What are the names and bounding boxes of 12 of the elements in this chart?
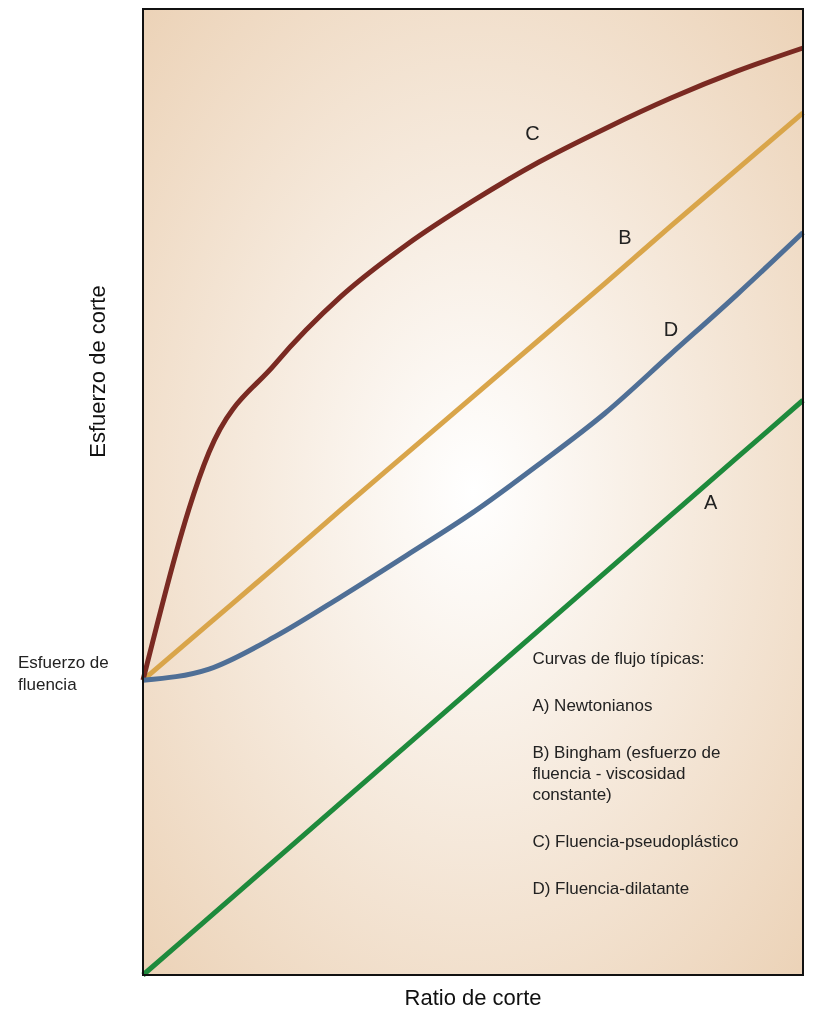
y-axis-title: Esfuerzo de corte xyxy=(85,285,110,458)
text: Esfuerzo de fluencia xyxy=(18,653,109,695)
series-label: C xyxy=(525,121,540,144)
annotation: D) Fluencia-dilatante xyxy=(532,878,690,898)
series-label: A xyxy=(703,490,718,513)
x-axis-title: Ratio de corte xyxy=(404,985,542,1010)
series-label: D xyxy=(663,317,679,340)
series-label: B xyxy=(618,226,632,249)
annotation: C) Fluencia-pseudoplástico xyxy=(532,831,739,851)
annotation: B) Bingham (esfuerzo de fluencia - viscosidad constante) xyxy=(532,742,721,804)
annotation: Curvas de flujo típicas: xyxy=(532,648,705,668)
annotation: A) Newtonianos xyxy=(532,695,653,715)
